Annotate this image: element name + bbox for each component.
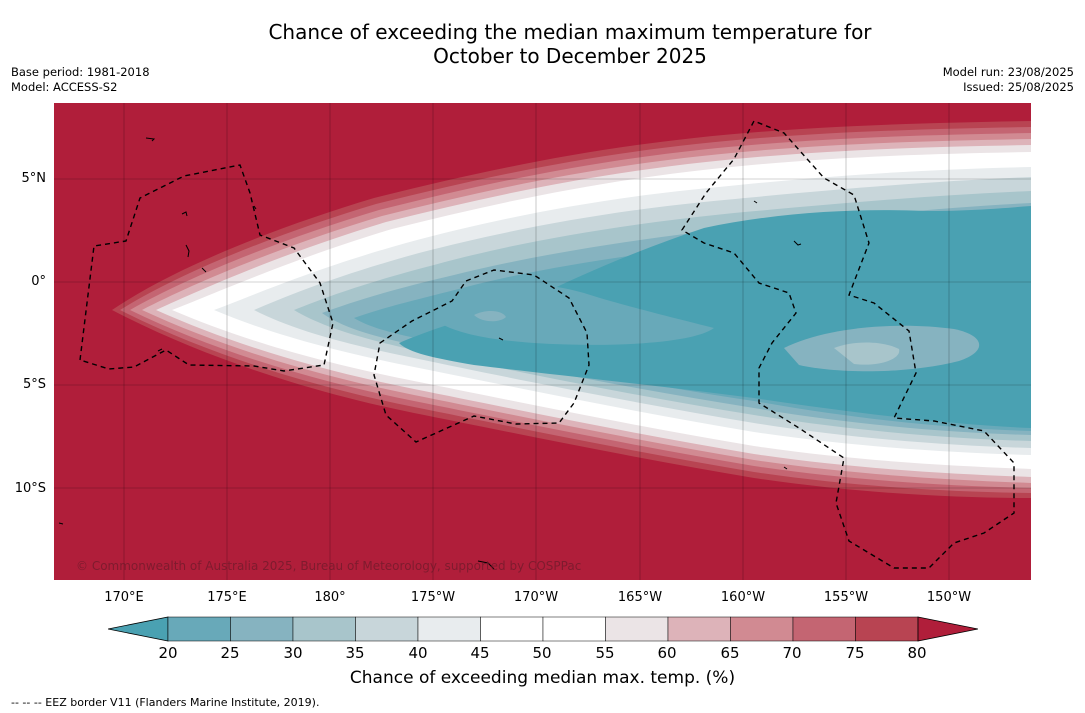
lon-tick-155w: 155°W xyxy=(823,590,869,605)
colorbar-segment xyxy=(292,616,356,642)
island-outline xyxy=(783,466,788,470)
copyright-text: © Commonwealth of Australia 2025, Bureau… xyxy=(76,559,582,573)
colorbar-tick: 65 xyxy=(720,644,740,662)
lon-tick-175e: 175°E xyxy=(207,590,247,605)
model-name-text: Model: ACCESS-S2 xyxy=(11,80,118,94)
colorbar-segment xyxy=(792,616,856,642)
colorbar-tick: 50 xyxy=(532,644,552,662)
island-outline xyxy=(58,522,64,525)
eez-footnote: -- -- -- EEZ border V11 (Flanders Marine… xyxy=(11,696,320,709)
lat-tick-5n: 5°N xyxy=(21,171,47,186)
colorbar-tick: 60 xyxy=(657,644,677,662)
model-info: Base period: 1981-2018 Model: ACCESS-S2 xyxy=(11,65,150,95)
colorbar-extend-high xyxy=(917,616,978,642)
lat-tick-0: 0° xyxy=(31,274,46,289)
colorbar-segment xyxy=(542,616,606,642)
colorbar-tick: 80 xyxy=(907,644,927,662)
lon-tick-150w: 150°W xyxy=(926,590,972,605)
run-info: Model run: 23/08/2025 Issued: 25/08/2025 xyxy=(943,65,1074,95)
island-outline xyxy=(157,348,163,352)
island-outline xyxy=(753,200,758,204)
lon-tick-160w: 160°W xyxy=(720,590,766,605)
lat-tick-10s: 10°S xyxy=(14,481,46,496)
issued-date-text: Issued: 25/08/2025 xyxy=(963,80,1074,94)
lon-tick-175w: 175°W xyxy=(410,590,456,605)
eez-phoenix xyxy=(373,269,590,443)
colorbar-segment xyxy=(167,616,231,642)
patch-lighter-central-small xyxy=(474,311,506,322)
patch-lighter-center xyxy=(424,284,714,345)
colorbar-label: Chance of exceeding median max. temp. (%… xyxy=(349,668,736,688)
lon-tick-170e: 170°E xyxy=(104,590,144,605)
colorbar-tick: 35 xyxy=(345,644,365,662)
lon-tick-170w: 170°W xyxy=(513,590,559,605)
island-outline xyxy=(185,244,190,258)
patch-lightest-east xyxy=(834,342,900,365)
island-outline xyxy=(181,211,188,217)
colorbar-tick: 20 xyxy=(158,644,178,662)
island-outline xyxy=(145,137,156,142)
lat-tick-5s: 5°S xyxy=(22,377,46,392)
model-run-text: Model run: 23/08/2025 xyxy=(942,65,1074,79)
base-period-text: Base period: 1981-2018 xyxy=(11,65,150,79)
island-outline xyxy=(793,240,802,246)
colorbar-tick: 25 xyxy=(220,644,240,662)
island-outline xyxy=(201,267,207,273)
colorbar-segment xyxy=(480,616,544,642)
colorbar-segment xyxy=(230,616,294,642)
eez-line-islands xyxy=(681,120,1015,569)
graticule xyxy=(54,103,1031,580)
lon-tick-180: 180° xyxy=(314,590,346,605)
colorbar-tick: 30 xyxy=(283,644,303,662)
colorbar-tick: 45 xyxy=(470,644,490,662)
title-line-1: Chance of exceeding the median maximum t… xyxy=(268,20,872,44)
colorbar-segment xyxy=(605,616,669,642)
colorbar-segment xyxy=(667,616,731,642)
title-line-2: October to December 2025 xyxy=(433,44,707,68)
island-outline xyxy=(477,560,495,570)
colorbar-segment xyxy=(855,616,919,642)
colorbar-segment xyxy=(355,616,419,642)
colorbar-tick: 55 xyxy=(595,644,615,662)
colorbar-segment xyxy=(417,616,481,642)
lon-tick-165w: 165°W xyxy=(617,590,663,605)
band-below-20 xyxy=(399,206,1031,428)
eez-tuvalu-kiribati-west xyxy=(79,164,334,372)
island-outline xyxy=(253,205,257,210)
probability-map xyxy=(54,103,1031,580)
colorbar-segment xyxy=(730,616,794,642)
island-markers xyxy=(58,137,802,570)
colorbar-tick: 70 xyxy=(782,644,802,662)
colorbar-extend-low xyxy=(108,616,169,642)
colorbar xyxy=(108,616,978,642)
chart-title: Chance of exceeding the median maximum t… xyxy=(0,20,1085,68)
eez-borders xyxy=(79,120,1015,569)
colorbar-tick: 75 xyxy=(845,644,865,662)
island-outline xyxy=(498,337,504,341)
colorbar-tick: 40 xyxy=(408,644,428,662)
